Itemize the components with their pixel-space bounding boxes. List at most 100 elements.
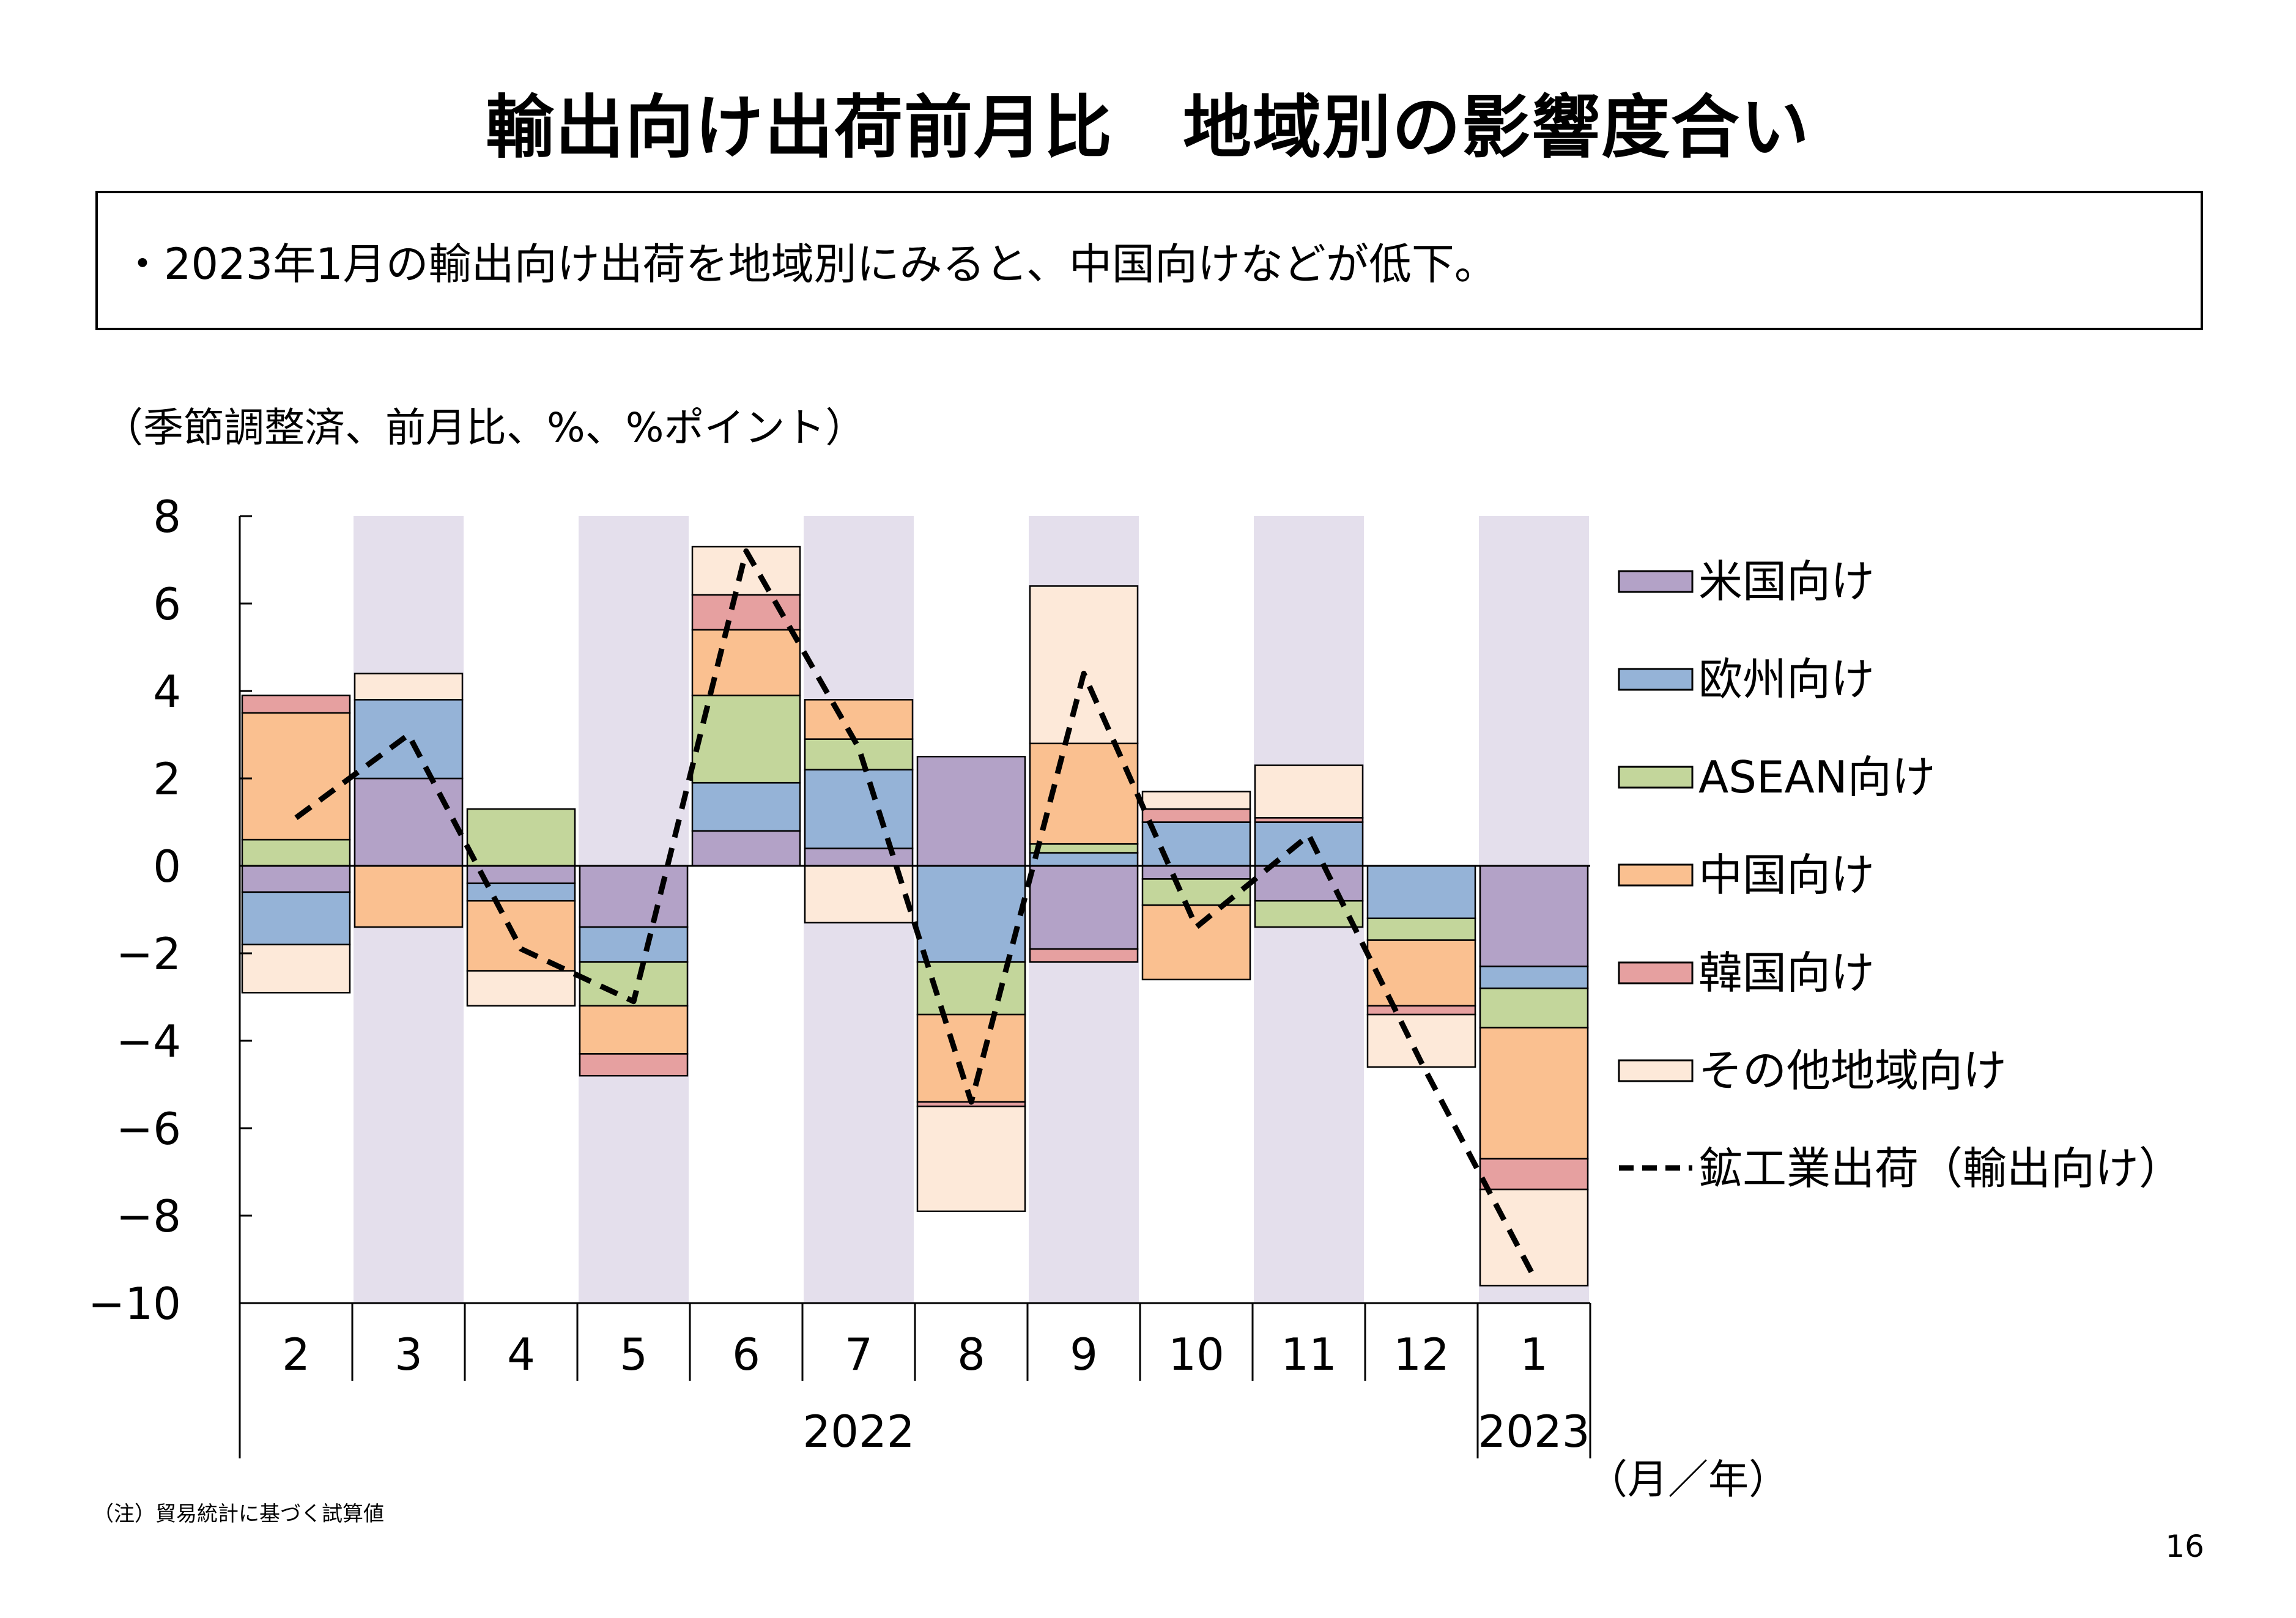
bar-segment-china <box>241 712 351 841</box>
x-tick-label: 9 <box>1070 1329 1098 1380</box>
x-unit-label: （月／年） <box>1587 1456 1789 1503</box>
bar-segment-korea <box>1479 1158 1589 1191</box>
page-number: 16 <box>2165 1529 2204 1564</box>
bar-segment-europe <box>241 891 351 945</box>
bar-segment-asean <box>804 738 914 770</box>
year-label: 2023 <box>1478 1406 1590 1457</box>
bar-segment-asean <box>1141 878 1251 906</box>
y-tick-label: 8 <box>153 491 181 542</box>
y-tick-label: −8 <box>116 1191 181 1242</box>
bar-segment-usa <box>804 848 914 867</box>
bar-segment-usa <box>1029 865 1139 950</box>
bar-segment-korea <box>241 694 351 714</box>
bar-segment-asean <box>466 808 576 867</box>
x-tick-label: 2 <box>282 1329 310 1380</box>
bar-segment-korea <box>1029 948 1139 963</box>
y-tick-label: −6 <box>116 1103 181 1154</box>
bar-segment-asean <box>1254 900 1364 928</box>
x-tick-label: 6 <box>732 1329 760 1380</box>
x-tick-label: 5 <box>620 1329 648 1380</box>
page-title: 輸出向け出荷前月比 地域別の影響度合い <box>486 88 1810 168</box>
bar-segment-usa <box>1254 865 1364 902</box>
legend-swatch-usa <box>1618 570 1694 593</box>
bar-segment-usa <box>1479 865 1589 967</box>
bar-segment-asean <box>1366 917 1476 941</box>
bar-segment-other <box>241 944 351 994</box>
x-tick-label: 4 <box>507 1329 535 1380</box>
y-tick-label: 4 <box>153 666 181 717</box>
bar-segment-china <box>1141 904 1251 981</box>
legend-label: その他地域向け <box>1698 1045 2007 1096</box>
bar-segment-usa <box>579 865 689 928</box>
line-series-path <box>294 548 1536 1279</box>
y-tick-label: 2 <box>153 753 181 805</box>
legend-swatch-china <box>1618 863 1694 887</box>
legend-label: 中国向け <box>1698 849 1875 901</box>
bar-segment-asean <box>241 838 351 867</box>
legend-label: 鉱工業出荷（輸出向け） <box>1698 1143 2183 1194</box>
bar-segment-other <box>1254 764 1364 819</box>
legend-swatch-europe <box>1618 668 1694 691</box>
x-tick-label: 3 <box>394 1329 423 1380</box>
bar-segment-other <box>1141 791 1251 810</box>
y-tick-label: −4 <box>116 1016 181 1067</box>
bar-segment-usa <box>916 756 1026 867</box>
y-tick-label: −2 <box>116 928 181 980</box>
bar-segment-usa <box>241 865 351 893</box>
x-tick-label: 1 <box>1520 1329 1548 1380</box>
bar-segment-usa <box>691 830 801 867</box>
y-tick-label: −10 <box>88 1278 181 1329</box>
summary-text: ・2023年1月の輸出向け出荷を地域別にみると、中国向けなどが低下。 <box>121 239 1497 289</box>
bar-segment-europe <box>804 769 914 849</box>
bar-segment-europe <box>354 699 464 780</box>
unit-label: （季節調整済、前月比、%、%ポイント） <box>103 404 866 451</box>
footnote: （注）貿易統計に基づく試算値 <box>93 1502 384 1526</box>
x-tick-label: 10 <box>1168 1329 1224 1380</box>
bar-segment-china <box>1029 742 1139 845</box>
bar-segment-korea <box>579 1053 689 1077</box>
bar-segment-asean <box>1479 987 1589 1029</box>
bar-segment-europe <box>579 926 689 963</box>
legend-swatch-asean <box>1618 766 1694 789</box>
bar-segment-china <box>916 1013 1026 1103</box>
bar-segment-china <box>579 1005 689 1055</box>
bar-segment-china <box>804 699 914 740</box>
bar-segment-china <box>1366 939 1476 1007</box>
legend-swatch-other <box>1618 1059 1694 1082</box>
bar-segment-europe <box>1479 966 1589 989</box>
bar-segment-europe <box>1029 852 1139 867</box>
legend-label: 韓国向け <box>1698 947 1875 999</box>
bar-segment-usa <box>354 777 464 867</box>
bar-segment-asean <box>1029 843 1139 854</box>
y-tick-label: 0 <box>153 841 181 892</box>
bar-segment-korea <box>1366 1005 1476 1016</box>
bar-segment-europe <box>1141 821 1251 867</box>
x-tick-label: 12 <box>1393 1329 1450 1380</box>
bar-segment-other <box>804 865 914 924</box>
bar-segment-china <box>1479 1027 1589 1160</box>
bar-segment-other <box>354 673 464 701</box>
x-tick-label: 11 <box>1281 1329 1337 1380</box>
bar-segment-europe <box>691 781 801 832</box>
y-tick-label: 6 <box>153 578 181 630</box>
x-tick-label: 8 <box>957 1329 985 1380</box>
bar-segment-china <box>466 900 576 972</box>
bar-segment-other <box>466 970 576 1007</box>
bar-segment-korea <box>1141 808 1251 823</box>
x-tick-label: 7 <box>845 1329 873 1380</box>
bar-segment-europe <box>1254 821 1364 867</box>
legend-label: ASEAN向け <box>1698 752 1936 803</box>
year-label: 2022 <box>802 1406 914 1457</box>
bar-segment-europe <box>916 865 1026 963</box>
bar-segment-usa <box>1141 865 1251 880</box>
bar-segment-other <box>1029 585 1139 745</box>
legend-swatch-korea <box>1618 961 1694 984</box>
bar-segment-europe <box>466 882 576 902</box>
bar-segment-europe <box>1366 865 1476 920</box>
bar-segment-china <box>354 865 464 928</box>
bar-segment-china <box>691 629 801 696</box>
bar-segment-other <box>916 1106 1026 1213</box>
summary-box: ・2023年1月の輸出向け出荷を地域別にみると、中国向けなどが低下。 <box>95 191 2203 330</box>
legend-label: 欧州向け <box>1698 654 1875 705</box>
